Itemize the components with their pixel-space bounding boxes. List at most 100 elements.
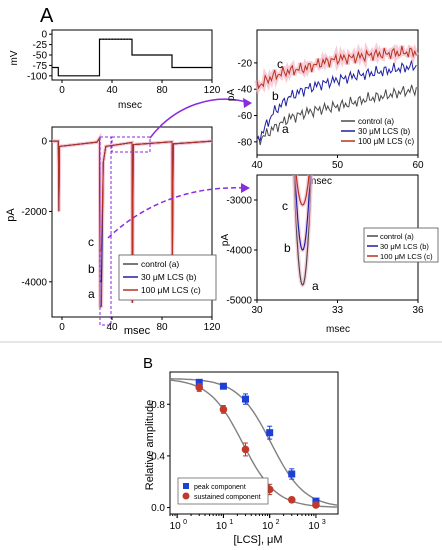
sustained-point: [241, 445, 250, 454]
sz-xlabel: msec: [308, 176, 332, 187]
sustained-zoom-box: [111, 136, 151, 153]
arrowhead-peak: [241, 183, 250, 193]
current-traces-chart: 0 40 80 120 0 -2000 -4000 pA msec c b a contro…: [5, 126, 221, 337]
x-tick-label: 120: [204, 85, 221, 96]
y-tick-label: -100: [27, 71, 47, 82]
trace-control: [256, 84, 417, 146]
x-tick-label: 60: [412, 160, 424, 171]
y-tick-label: -3000: [226, 196, 252, 207]
plot-frame: [169, 371, 339, 515]
vp-xlabel: msec: [118, 100, 142, 111]
x-tick-label: 30: [251, 305, 263, 316]
ct-ylabel: pA: [5, 208, 17, 222]
x-tick-label: 10: [170, 521, 182, 532]
sustained-point: [287, 496, 296, 504]
trace-lcs100: [295, 174, 310, 206]
x-tick-label: 80: [156, 85, 168, 96]
x-tick-label: 40: [106, 322, 118, 333]
y-tick-label: 0.4: [151, 451, 165, 462]
pz-legend-100: 100 μM LCS (c): [380, 252, 433, 261]
y-tick-label: -80: [238, 137, 253, 148]
x-tick-label: 0: [59, 85, 65, 96]
y-tick-label: 0: [41, 137, 47, 148]
x-tick-label: 120: [204, 322, 221, 333]
peak-point: [266, 429, 274, 437]
ct-label-b: b: [88, 262, 95, 276]
ct-legend-100: 100 μM LCS (c): [141, 285, 201, 295]
sz-legend-100: 100 μM LCS (c): [358, 137, 415, 146]
y-tick-label: -20: [238, 58, 253, 69]
pz-label-c: c: [282, 199, 288, 213]
x-tick-label: 10: [216, 521, 228, 532]
cr-xlabel: [LCS], μM: [233, 534, 282, 546]
pz-label-b: b: [284, 241, 291, 255]
sz-label-a: a: [282, 122, 289, 136]
trace-lcs100: [256, 45, 417, 90]
peak-point: [312, 497, 320, 505]
sustained-point: [195, 383, 204, 392]
y-tick-label: -50: [33, 51, 48, 62]
y-tick-label: -2000: [21, 207, 47, 218]
peak-point: [219, 382, 227, 390]
y-tick-label: -40: [238, 85, 253, 96]
ct-label-c: c: [88, 235, 94, 249]
sz-legend-30: 30 μM LCS (b): [358, 127, 411, 136]
arrow-to-peak-zoom: [107, 187, 247, 239]
sz-legend-control: control (a): [358, 117, 394, 126]
x-tick-label: 40: [251, 160, 263, 171]
arrowhead-sustained: [243, 98, 252, 108]
sz-label-c: c: [277, 57, 283, 71]
x-tick-label: 40: [106, 85, 118, 96]
x-tick-exponent: 3: [322, 519, 326, 526]
pz-ylabel: pA: [220, 234, 231, 247]
peak-zoom-chart: 30 33 36 -3000 -4000 -5000 pA msec c b a cont…: [220, 174, 439, 335]
x-tick-exponent: 1: [229, 519, 233, 526]
y-tick-label: 0.8: [151, 400, 165, 411]
sustained-point: [312, 501, 320, 509]
pz-xlabel: msec: [326, 324, 350, 335]
vp-ylabel: mV: [9, 50, 20, 65]
pz-legend-control: control (a): [380, 232, 414, 241]
peak-point: [241, 395, 249, 403]
ct-label-a: a: [88, 287, 95, 301]
pz-legend-30: 30 μM LCS (b): [380, 242, 429, 251]
trace-lcs100: [52, 136, 213, 303]
x-tick-label: 80: [156, 322, 168, 333]
cr-legend-peak: peak component: [194, 484, 246, 491]
sustained-point: [219, 405, 228, 414]
trace-lcs30: [256, 60, 417, 142]
ct-legend-30: 30 μM LCS (b): [141, 272, 197, 282]
sz-label-b: b: [272, 89, 279, 103]
panel-label-a: A: [40, 5, 54, 27]
x-tick-label: 50: [332, 160, 344, 171]
x-tick-label: 33: [332, 305, 344, 316]
y-tick-label: -4000: [21, 277, 47, 288]
ct-legend: control (a) 30 μM LCS (b) 100 μM LCS (c): [118, 254, 217, 301]
x-tick-exponent: 2: [276, 519, 280, 526]
y-tick-label: -75: [33, 61, 48, 72]
plot-frame: [51, 126, 213, 318]
sz-legend: control (a) 30 μM LCS (b) 100 μM LCS (c): [341, 117, 415, 146]
concentration-response-chart: 10 0 10 1 10 2 10 30.00.40.8 Relative amplitude…: [144, 371, 339, 546]
peak-zoom-box: [99, 136, 112, 326]
cr-ylabel: Relative amplitude: [144, 400, 156, 491]
cr-legend-sustained: sustained component: [194, 494, 261, 501]
y-tick-label: -4000: [226, 246, 252, 257]
sustained-zoom-chart: 40 50 60 -20 -40 -60 -80 pA msec c b a control…: [226, 29, 424, 187]
y-tick-label: 0.0: [151, 503, 165, 514]
x-tick-label: 36: [412, 305, 424, 316]
panel-label-b: B: [143, 355, 153, 372]
cr-legend: peak component sustained component: [177, 477, 269, 505]
y-tick-label: -5000: [226, 296, 252, 307]
arrow-to-sustained-zoom: [149, 98, 251, 139]
y-tick-label: -25: [33, 40, 48, 51]
peak-point: [288, 470, 296, 478]
sz-ylabel: pA: [226, 89, 237, 102]
x-tick-label: 10: [262, 521, 274, 532]
voltage-trace: [52, 38, 212, 77]
ct-legend-control: control (a): [141, 259, 179, 269]
trace-lcs30: [294, 174, 311, 251]
pz-label-a: a: [312, 279, 319, 293]
trace-control: [293, 174, 312, 286]
